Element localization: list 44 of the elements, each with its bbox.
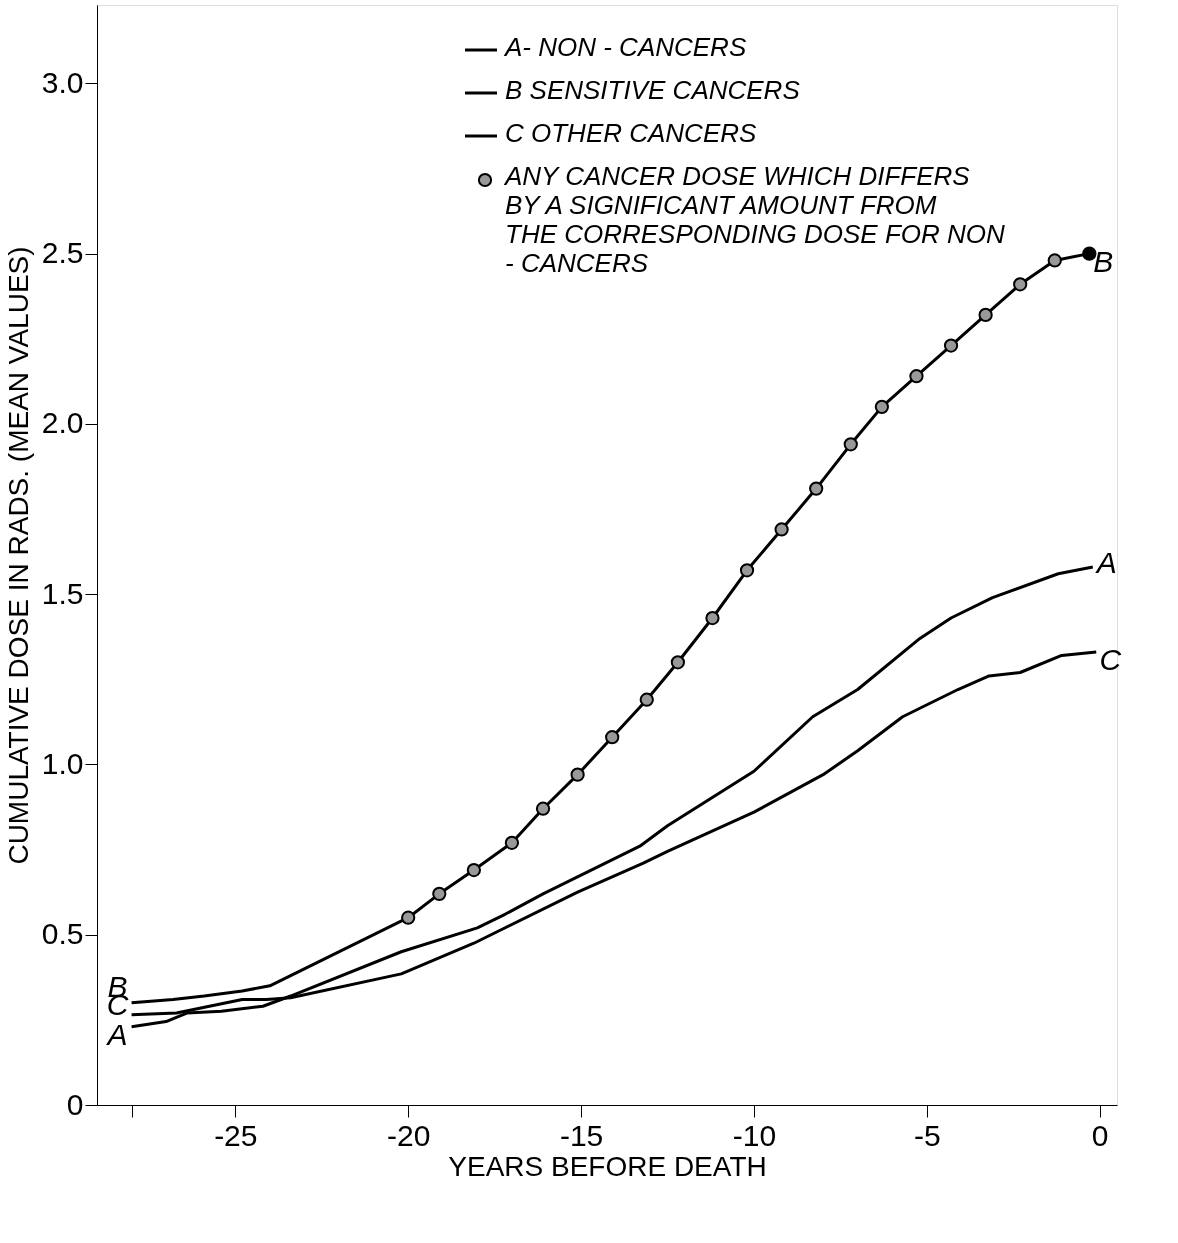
legend-label: C OTHER CANCERS — [505, 118, 758, 148]
legend-label: B SENSITIVE CANCERS — [505, 75, 801, 105]
point — [466, 862, 482, 878]
point — [535, 801, 551, 816]
point — [432, 886, 447, 901]
x-tick-label: 0 — [1091, 1118, 1109, 1152]
x-tick-label: -20 — [387, 1118, 431, 1152]
annotation: B — [1093, 244, 1114, 278]
point — [739, 563, 755, 578]
point — [1013, 277, 1028, 292]
legend-label: ANY CANCER DOSE WHICH DIFFERS BY A SIGNIFICANT AMOUNT FROM THE CORRESPONDING DOSE FOR NON - CANCERS — [503, 161, 1006, 278]
point — [843, 437, 858, 452]
point — [605, 730, 620, 745]
point — [943, 338, 959, 353]
annotation: C — [1099, 643, 1122, 677]
point — [1047, 253, 1062, 268]
point — [874, 399, 890, 414]
x-tick-label: -25 — [214, 1118, 258, 1152]
x-axis-title: YEARS BEFORE DEATH — [448, 1150, 767, 1182]
y-tick-label: 1.5 — [41, 576, 84, 610]
x-tick-label: -10 — [732, 1118, 777, 1152]
point — [809, 481, 824, 496]
y-tick-label: 0.5 — [41, 917, 84, 951]
y-tick-label: 3.0 — [41, 65, 84, 99]
legend-label: A- NON - CANCERS — [503, 32, 747, 62]
point — [639, 692, 654, 707]
y-tick-label: 2.0 — [41, 406, 84, 440]
y-tick-label: 0 — [66, 1087, 84, 1121]
y-tick-label: 2.5 — [41, 236, 84, 270]
y-tick-label: 1.0 — [41, 746, 84, 780]
annotation: A — [105, 1017, 128, 1051]
point — [570, 767, 585, 782]
y-axis-title: CUMULATIVE DOSE IN RADS. (MEAN VALUES) — [2, 246, 34, 865]
point — [670, 655, 686, 670]
point — [774, 522, 789, 537]
point — [978, 307, 993, 323]
x-tick-label: -15 — [559, 1118, 604, 1152]
point — [401, 910, 416, 925]
line-series — [130, 565, 1095, 1029]
annotation: A — [1094, 545, 1117, 579]
point — [504, 835, 520, 850]
point — [705, 610, 720, 626]
x-tick-label: -5 — [913, 1118, 941, 1152]
point — [909, 369, 924, 384]
